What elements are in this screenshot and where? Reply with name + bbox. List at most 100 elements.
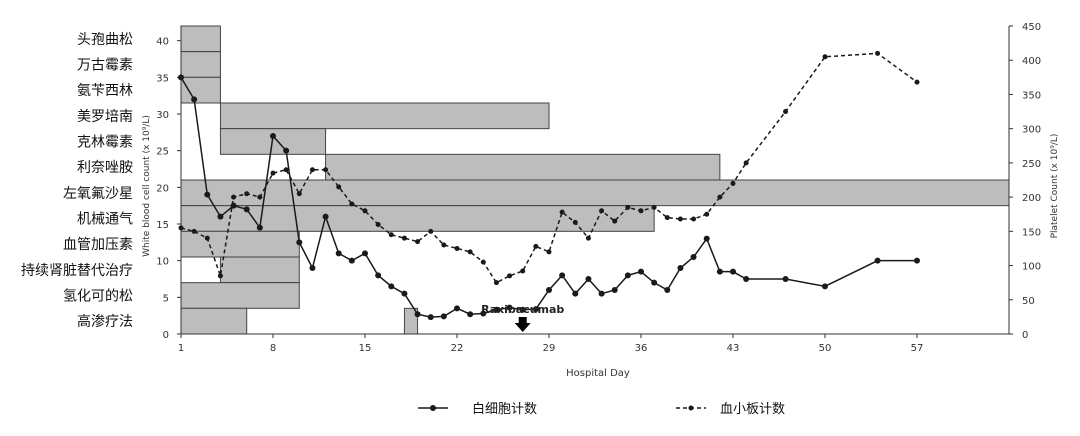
treatment-label: 血管加压素 xyxy=(63,237,133,253)
wbc-point xyxy=(348,257,355,264)
wbc-point xyxy=(506,304,513,311)
y-left-tick-label: 0 xyxy=(163,330,169,341)
wbc-point xyxy=(454,305,460,312)
wbc-point xyxy=(440,313,447,320)
platelet-point xyxy=(428,228,434,234)
platelet-point xyxy=(401,235,407,241)
platelet-point xyxy=(914,79,920,85)
treatment-bar xyxy=(219,128,327,155)
treatment-label: 美罗培南 xyxy=(77,109,133,125)
y-right-tick-label: 50 xyxy=(1022,296,1035,307)
platelet-point xyxy=(191,228,197,234)
treatment-bar xyxy=(180,282,300,309)
y-right-tick-label: 450 xyxy=(1022,22,1041,33)
platelet-point xyxy=(204,235,210,241)
platelet-point xyxy=(559,209,565,215)
y-left-tick-label: 30 xyxy=(156,110,169,121)
series-layer xyxy=(178,50,920,321)
x-axis-title: Hospital Day xyxy=(566,368,630,379)
wbc-point xyxy=(388,283,395,290)
platelet-point xyxy=(704,211,710,217)
platelet-point xyxy=(257,194,263,200)
wbc-point xyxy=(309,265,316,271)
wbc-point xyxy=(178,74,184,81)
treatment-label: 氢化可的松 xyxy=(63,289,133,305)
wbc-point xyxy=(690,254,697,260)
wbc-point xyxy=(204,191,211,198)
platelet-point xyxy=(362,208,368,214)
down-arrow-icon xyxy=(514,317,531,332)
y-right-tick-label: 100 xyxy=(1022,262,1041,273)
platelet-point xyxy=(507,273,513,279)
platelet-point xyxy=(480,259,486,265)
wbc-point xyxy=(782,276,789,282)
platelet-point xyxy=(599,208,605,214)
platelet-point xyxy=(572,219,578,225)
platelet-point xyxy=(415,239,421,245)
wbc-point xyxy=(519,306,526,313)
wbc-point xyxy=(598,290,605,297)
platelet-point xyxy=(651,204,657,210)
platelet-point xyxy=(783,109,789,115)
y-right-tick-label: 0 xyxy=(1022,330,1028,341)
platelet-point xyxy=(441,242,447,248)
y-right-tick-label: 150 xyxy=(1022,227,1041,238)
platelet-point xyxy=(349,201,355,207)
x-tick-label: 1 xyxy=(178,343,184,354)
platelet-point xyxy=(664,215,670,221)
platelet-point xyxy=(217,273,223,279)
platelet-point xyxy=(309,167,315,173)
platelet-point xyxy=(467,249,473,255)
wbc-point xyxy=(874,257,881,264)
treatment-bar xyxy=(325,153,721,181)
platelet-point xyxy=(717,194,723,200)
raxibacumab-annotation: Raxibacumab xyxy=(481,303,564,332)
y-left-tick-label: 20 xyxy=(156,183,169,194)
wbc-point xyxy=(191,96,198,103)
treatment-bar xyxy=(180,25,221,53)
platelet-point xyxy=(270,170,276,176)
platelet-point xyxy=(822,54,828,60)
y-left-tick-label: 15 xyxy=(156,220,169,231)
wbc-point xyxy=(375,272,382,279)
treatment-label: 万古霉素 xyxy=(77,58,133,74)
x-tick-label: 50 xyxy=(819,343,832,354)
platelet-point xyxy=(296,191,302,197)
platelet-point xyxy=(231,194,237,200)
y-axis-title-left: White blood cell count (x 10⁹/L) xyxy=(142,115,152,257)
treatment-label: 克林霉素 xyxy=(77,135,133,151)
treatment-bar xyxy=(219,256,300,284)
wbc-point xyxy=(677,265,684,271)
wbc-point xyxy=(401,290,408,297)
wbc-point xyxy=(256,224,263,231)
legend-wbc-marker xyxy=(430,405,436,411)
wbc-point xyxy=(559,272,566,279)
legend-platelet-marker xyxy=(688,405,694,411)
platelet-point xyxy=(730,180,736,186)
wbc-point xyxy=(664,287,671,293)
x-tick-label: 15 xyxy=(359,343,372,354)
treatment-label: 头孢曲松 xyxy=(77,32,133,48)
treatment-bar xyxy=(180,230,300,258)
treatment-bar xyxy=(180,307,248,335)
treatment-label: 氨苄西林 xyxy=(77,83,133,99)
wbc-point xyxy=(230,202,237,209)
wbc-point xyxy=(914,257,920,264)
wbc-point xyxy=(822,283,828,290)
x-tick-label: 22 xyxy=(451,343,464,354)
platelet-point xyxy=(691,216,697,222)
wbc-point xyxy=(493,306,500,313)
x-tick-label: 57 xyxy=(911,343,924,354)
annotation-label: Raxibacumab xyxy=(481,303,564,316)
wbc-point xyxy=(716,268,723,275)
wbc-point xyxy=(743,276,750,282)
wbc-point xyxy=(283,147,290,154)
legend: 白细胞计数 血小板计数 xyxy=(418,401,785,417)
treatment-label: 机械通气 xyxy=(77,212,133,228)
wbc-line xyxy=(180,76,917,318)
platelet-point xyxy=(585,235,591,241)
platelet-point xyxy=(625,204,631,210)
wbc-point xyxy=(270,133,276,139)
treatment-label: 利奈唑胺 xyxy=(77,160,133,176)
